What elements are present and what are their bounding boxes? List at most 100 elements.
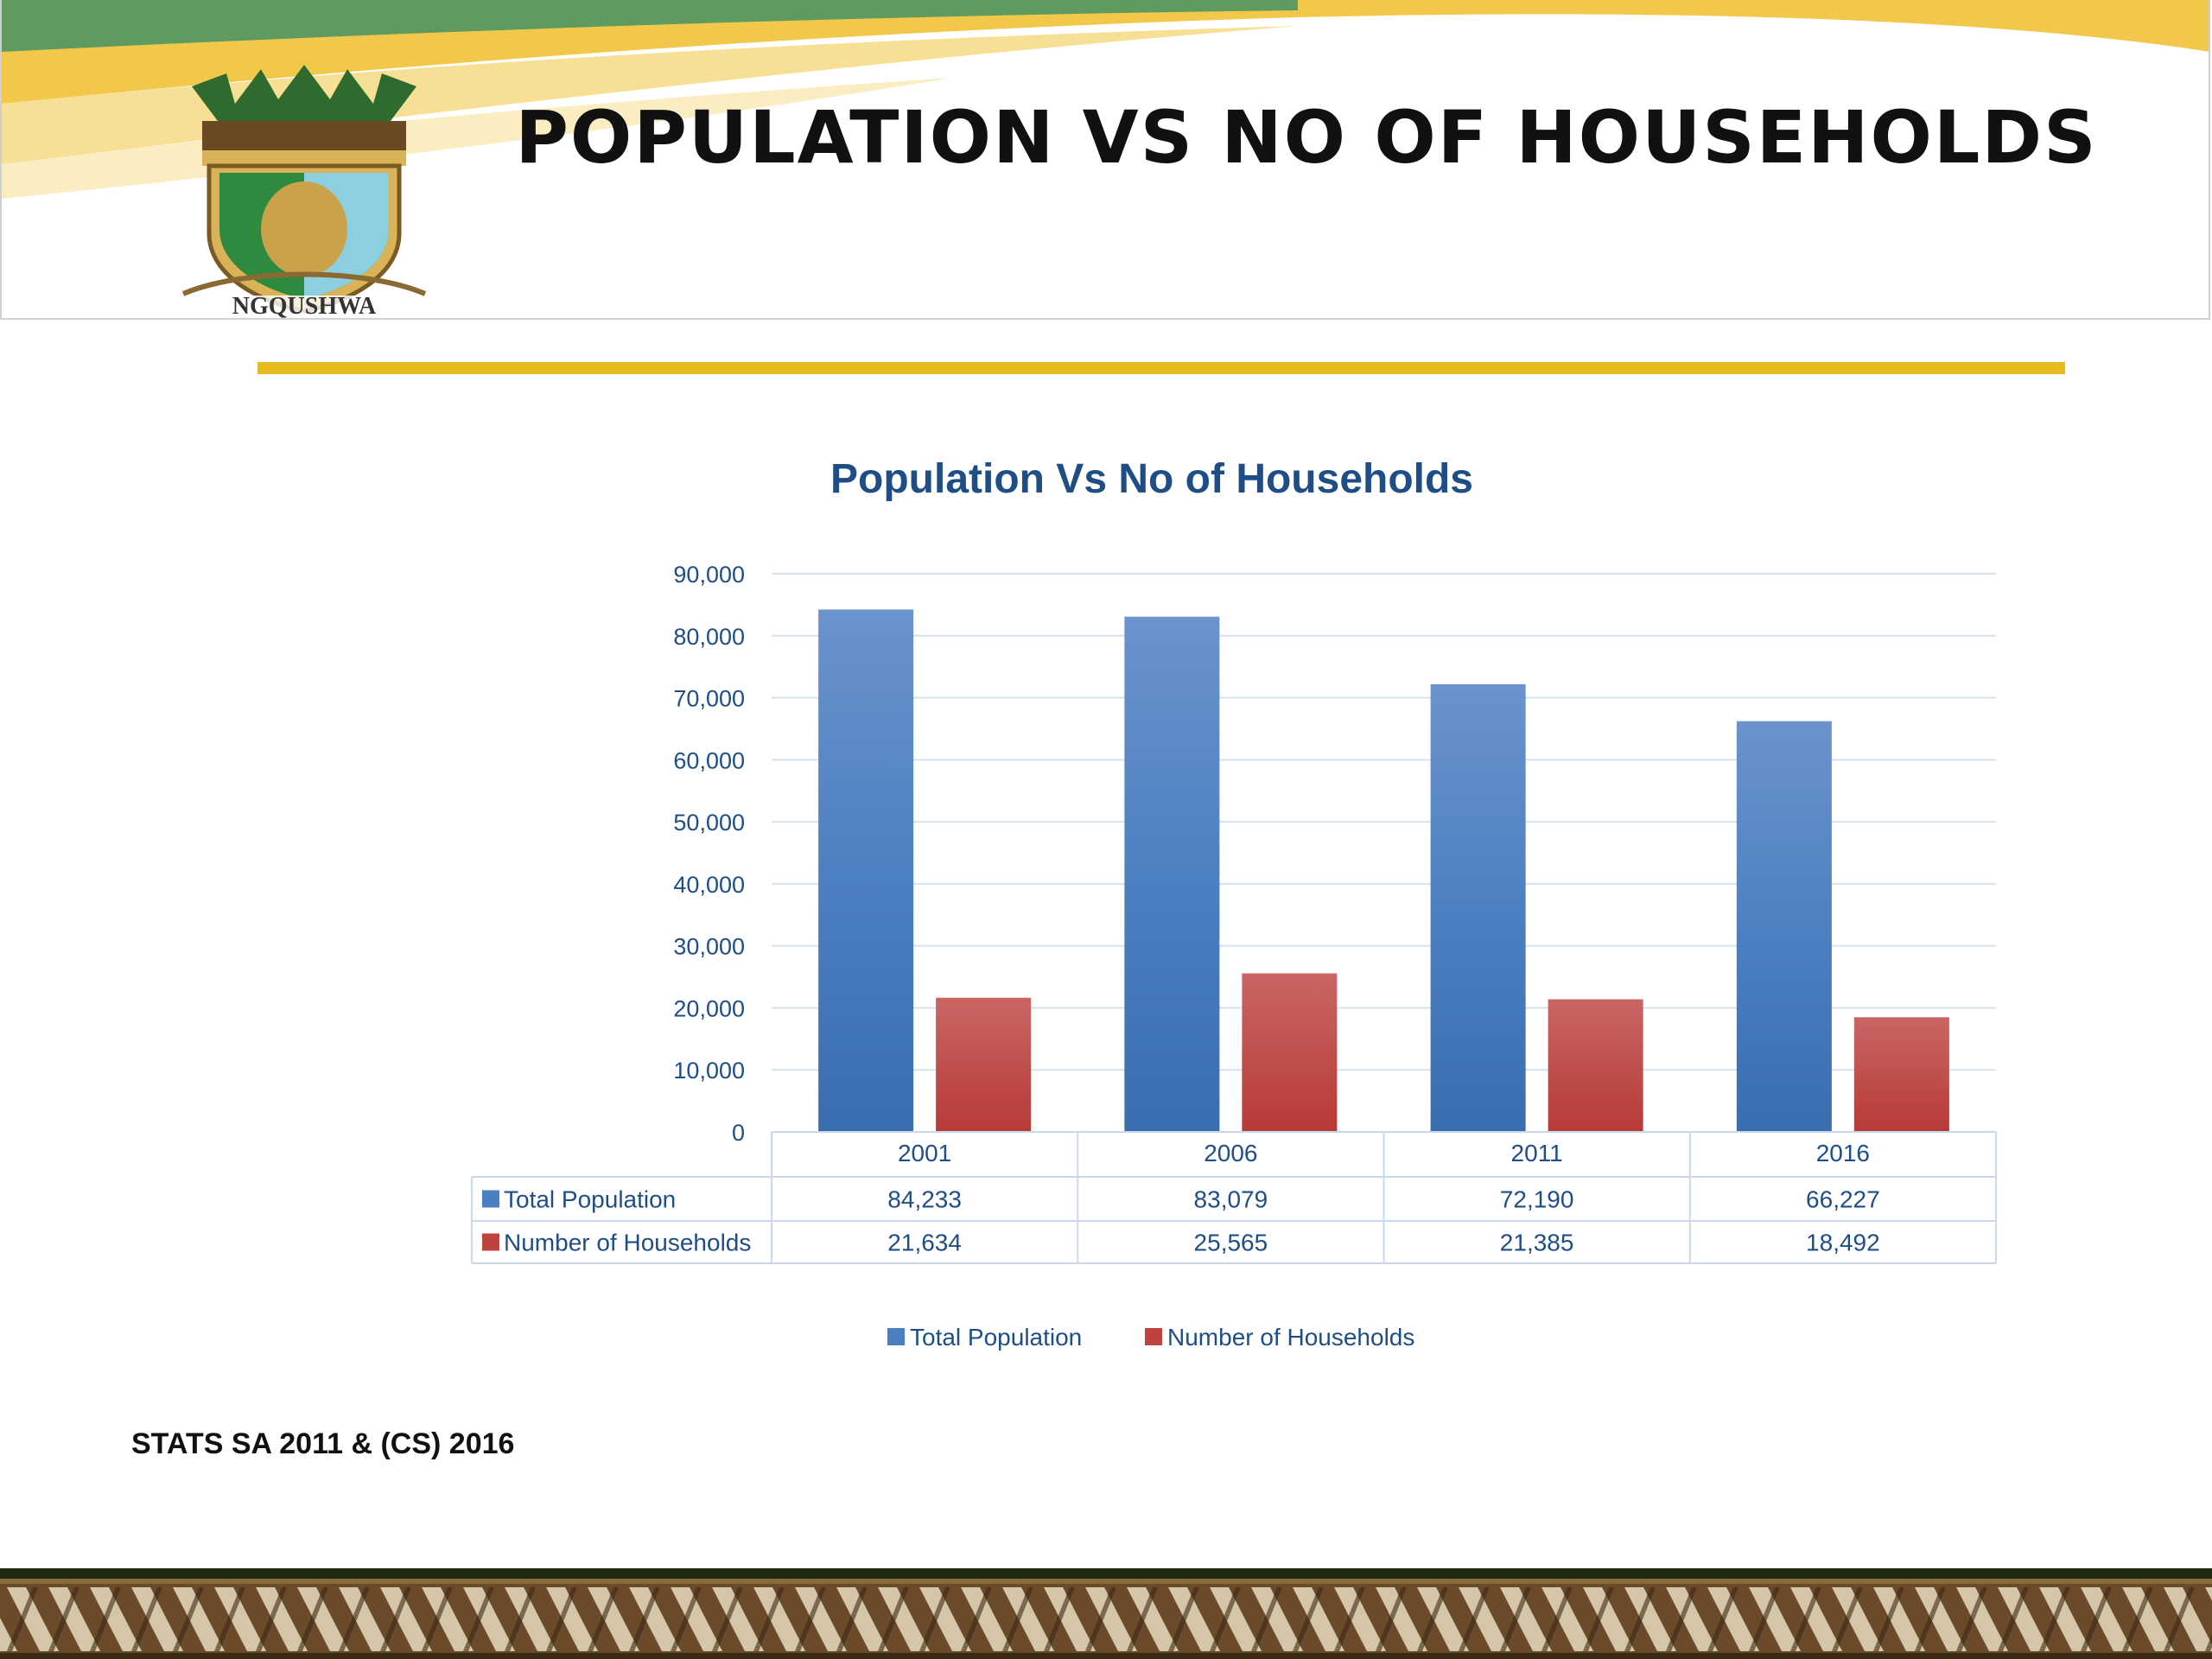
y-tick-label: 90,000 <box>673 562 745 588</box>
y-tick-label: 60,000 <box>673 747 745 773</box>
footer-stripe <box>588 1587 619 1651</box>
footer-stripe <box>546 1587 577 1651</box>
source-note: STATS SA 2011 & (CS) 2016 <box>131 1427 515 1460</box>
footer-stripe <box>131 1587 183 1651</box>
footer-stripe <box>1624 1587 1656 1651</box>
footer-stripe <box>795 1587 826 1651</box>
x-category-label: 2001 <box>898 1140 951 1166</box>
footer-stripe <box>712 1587 764 1651</box>
footer-stripe <box>2122 1587 2174 1651</box>
footer-stripe <box>795 1587 847 1651</box>
footer-stripe <box>380 1587 411 1651</box>
bar-number-of-households <box>936 997 1032 1132</box>
footer-stripe <box>961 1587 992 1651</box>
footer-stripe <box>1956 1587 1987 1651</box>
footer-stripe <box>422 1587 474 1651</box>
bar-number-of-households <box>1548 999 1643 1132</box>
footer-stripe <box>505 1587 536 1651</box>
table-series-name: Total Population <box>504 1186 676 1213</box>
legend-swatch <box>1145 1328 1162 1345</box>
footer-stripe <box>1915 1587 1946 1651</box>
footer-stripe <box>214 1587 266 1651</box>
footer-stripe <box>1749 1587 1801 1651</box>
footer-stripe <box>1666 1587 1718 1651</box>
footer-stripe <box>836 1587 868 1651</box>
y-tick-label: 80,000 <box>673 624 745 650</box>
footer-stripe <box>422 1587 453 1651</box>
data-label: 25,565 <box>1194 1230 1268 1256</box>
y-tick-label: 40,000 <box>673 872 745 898</box>
municipality-crest-logo: NGQUSHWA <box>181 65 427 318</box>
footer-stripe <box>1832 1587 1863 1651</box>
footer-stripe <box>48 1587 79 1651</box>
footer-stripe <box>629 1587 660 1651</box>
footer-stripe <box>712 1587 743 1651</box>
footer-stripe <box>297 1587 349 1651</box>
footer-stripe <box>1334 1587 1386 1651</box>
footer-stripe <box>1044 1587 1096 1651</box>
footer-stripe <box>90 1587 142 1651</box>
y-tick-label: 20,000 <box>673 995 745 1021</box>
footer-stripe <box>2081 1587 2133 1651</box>
footer-stripe <box>1832 1587 1884 1651</box>
footer-stripe <box>588 1587 639 1651</box>
footer-stripe <box>1541 1587 1593 1651</box>
footer-stripe <box>1707 1587 1738 1651</box>
footer-stripe <box>1168 1587 1220 1651</box>
footer-stripe <box>1459 1587 1490 1651</box>
slide-header: NGQUSHWA POPULATION VS NO OF HOUSEHOLDS <box>0 0 2210 320</box>
footer-stripe <box>463 1587 494 1651</box>
data-label: 72,190 <box>1500 1186 1574 1213</box>
data-label: 84,233 <box>887 1186 962 1213</box>
footer-stripe <box>380 1587 432 1651</box>
footer-stripe <box>131 1587 162 1651</box>
footer-stripe <box>463 1587 515 1651</box>
footer-pattern-border <box>0 1568 2212 1659</box>
data-label: 21,385 <box>1500 1230 1574 1256</box>
footer-stripe <box>214 1587 245 1651</box>
footer-stripe <box>2164 1587 2212 1651</box>
footer-stripe <box>90 1587 121 1651</box>
footer-stripe <box>2205 1634 2212 1651</box>
footer-stripe <box>753 1587 805 1651</box>
footer-stripe <box>1002 1587 1054 1651</box>
footer-stripe <box>2039 1587 2070 1651</box>
bar-number-of-households <box>1242 973 1338 1132</box>
legend-entry: Number of Households <box>1167 1324 1414 1351</box>
footer-stripe <box>878 1587 930 1651</box>
footer-stripe <box>1500 1587 1552 1651</box>
footer-stripe <box>1210 1587 1241 1651</box>
footer-stripe <box>1624 1587 1676 1651</box>
footer-stripe <box>7 1587 38 1651</box>
footer-stripe <box>505 1587 556 1651</box>
data-label: 83,079 <box>1194 1186 1268 1213</box>
footer-stripe <box>1749 1587 1780 1651</box>
y-tick-label: 50,000 <box>673 810 745 836</box>
page-title: POPULATION VS NO OF HOUSEHOLDS <box>515 95 2098 180</box>
footer-stripe <box>1541 1587 1573 1651</box>
y-tick-label: 10,000 <box>673 1058 745 1084</box>
bar-total-population <box>1736 721 1832 1132</box>
y-tick-label: 70,000 <box>673 686 745 712</box>
footer-stripe <box>1956 1587 2008 1651</box>
footer-stripe <box>629 1587 681 1651</box>
footer-stripe <box>2081 1587 2112 1651</box>
footer-stripe <box>1085 1587 1116 1651</box>
footer-stripe <box>546 1587 598 1651</box>
footer-stripe <box>2039 1587 2091 1651</box>
footer-stripe <box>1915 1587 1967 1651</box>
footer-stripe <box>836 1587 888 1651</box>
x-category-label: 2016 <box>1816 1140 1870 1166</box>
data-label: 66,227 <box>1806 1186 1880 1213</box>
y-tick-label: 30,000 <box>673 934 745 960</box>
footer-stripe <box>173 1587 225 1651</box>
bar-number-of-households <box>1853 1017 1949 1132</box>
footer-stripe <box>1583 1587 1614 1651</box>
footer-stripe <box>1790 1587 1842 1651</box>
footer-stripe <box>919 1587 950 1651</box>
footer-stripe <box>671 1587 702 1651</box>
bar-total-population <box>818 609 914 1132</box>
footer-stripe <box>1417 1587 1448 1651</box>
footer-stripe <box>1334 1587 1365 1651</box>
footer-stripe <box>1127 1587 1179 1651</box>
